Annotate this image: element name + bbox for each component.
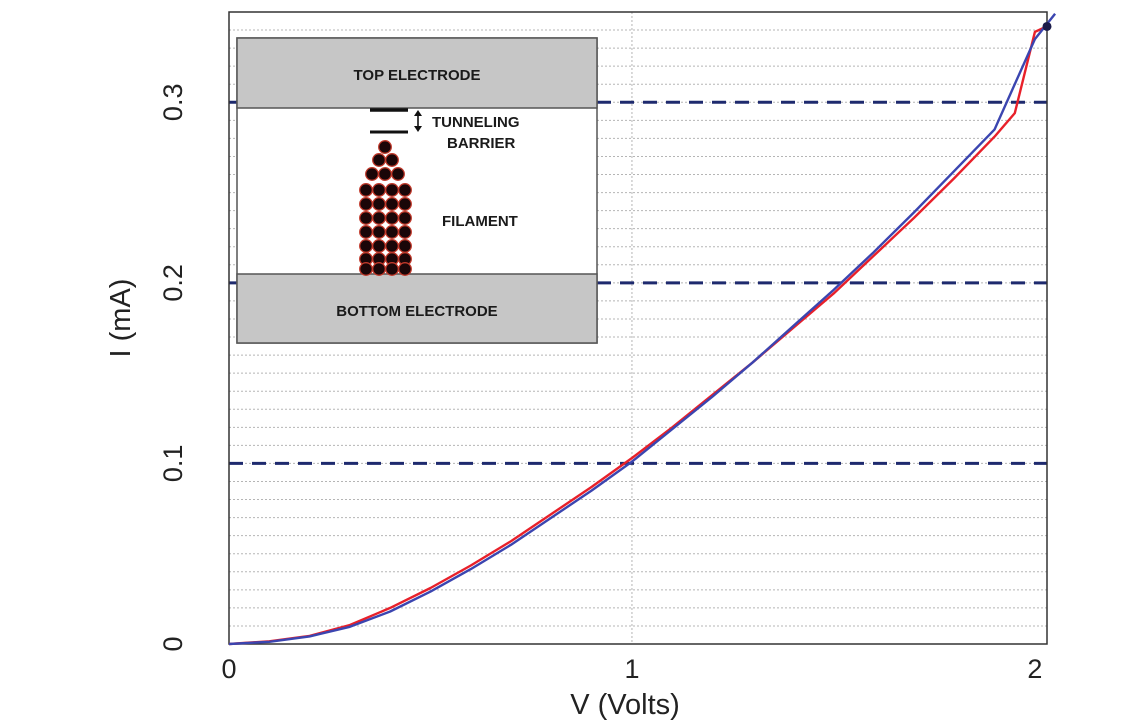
series-line-2 [228, 13, 1057, 646]
top-electrode-label: TOP ELECTRODE [354, 67, 481, 84]
filament-atom [385, 183, 399, 197]
filament-atom [398, 239, 412, 253]
filament-atom [372, 225, 386, 239]
filament-atom [359, 183, 373, 197]
y-tick-label: 0.1 [158, 445, 188, 483]
series-line-1 [228, 25, 1048, 646]
y-tick-label: 0.2 [158, 264, 188, 302]
filament-atom [391, 167, 405, 181]
filament-atom [372, 211, 386, 225]
bottom-electrode [236, 273, 598, 344]
x-tick-label: 0 [221, 654, 236, 684]
filament-atom [378, 140, 392, 154]
plot-frame [228, 11, 1048, 645]
filament-atom [398, 262, 412, 276]
filament-atom [398, 183, 412, 197]
filament-atom [372, 262, 386, 276]
series-group [228, 13, 1057, 646]
filament-atom [359, 262, 373, 276]
bottom-electrode-label: BOTTOM ELECTRODE [336, 303, 497, 320]
filament-atom [359, 197, 373, 211]
filament-atom [372, 239, 386, 253]
x-axis-title: V (Volts) [570, 689, 680, 721]
filament-atom [385, 197, 399, 211]
filament-atom [359, 239, 373, 253]
filament-atom [398, 197, 412, 211]
filament-atoms [359, 140, 412, 276]
filament-atom [398, 225, 412, 239]
filament-atom [359, 211, 373, 225]
filament-atom [385, 225, 399, 239]
filament-atom [359, 225, 373, 239]
barrier-label-line1: TUNNELING [432, 114, 520, 131]
filament-atom [398, 211, 412, 225]
filament-atom [385, 211, 399, 225]
y-tick-label: 0.3 [158, 84, 188, 122]
filament-atom [365, 167, 379, 181]
device-inset: TOP ELECTRODE BOTTOM ELECTRODE TUNNELING… [236, 37, 598, 344]
filament-atom [372, 197, 386, 211]
filament-atom [385, 262, 399, 276]
double-arrow-icon [414, 110, 422, 132]
filament-atom [378, 167, 392, 181]
endpoint-marker [1042, 21, 1052, 31]
filament-atom [372, 153, 386, 167]
x-tick-label: 1 [624, 654, 639, 684]
tick-labels: 0 1 2 0 0.1 0.2 0.3 [158, 84, 1042, 684]
y-axis-title: I (mA) [105, 279, 137, 358]
top-electrode [236, 37, 598, 109]
y-tick-label: 0 [158, 636, 188, 651]
x-tick-label: 2 [1027, 654, 1042, 684]
filament-atom [385, 153, 399, 167]
filament-atom [372, 183, 386, 197]
filament-atom [385, 239, 399, 253]
barrier-label-line2: BARRIER [447, 135, 516, 152]
filament-label: FILAMENT [442, 213, 518, 230]
grid [229, 12, 1047, 644]
